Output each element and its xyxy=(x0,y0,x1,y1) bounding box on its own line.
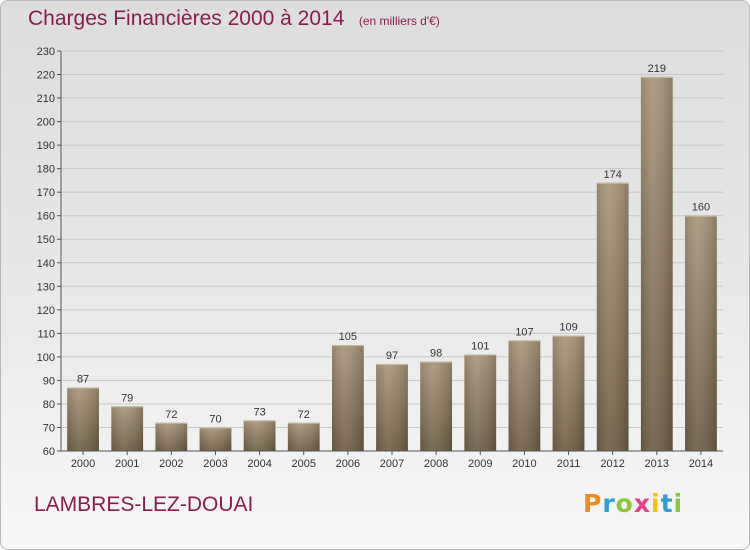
y-tick-label: 90 xyxy=(43,375,55,387)
value-label-2007: 97 xyxy=(386,350,398,362)
y-tick-label: 120 xyxy=(37,305,55,317)
x-tick-label-2010: 2010 xyxy=(512,458,536,470)
value-label-2006: 105 xyxy=(339,331,357,343)
x-tick-label-2000: 2000 xyxy=(71,458,95,470)
x-tick-label-2004: 2004 xyxy=(247,458,271,470)
x-tick-label-2002: 2002 xyxy=(159,458,183,470)
x-tick-label-2013: 2013 xyxy=(645,458,669,470)
value-label-2000: 87 xyxy=(77,373,89,385)
y-tick-label: 220 xyxy=(37,70,55,82)
x-tick-label-2014: 2014 xyxy=(689,458,713,470)
bar-shade-2009 xyxy=(464,354,497,451)
value-label-2002: 72 xyxy=(165,409,177,421)
value-label-2008: 98 xyxy=(430,348,442,360)
axes: 60 70 80 90 100 110 120 130 140 150 160 170 180 190 20… xyxy=(37,46,723,470)
bar-shade-2008 xyxy=(420,361,453,451)
x-tick-label-2007: 2007 xyxy=(380,458,404,470)
value-label-2003: 70 xyxy=(209,413,221,425)
y-tick-label: 170 xyxy=(37,187,55,199)
x-tick-label-2009: 2009 xyxy=(468,458,492,470)
x-tick-label-2012: 2012 xyxy=(600,458,624,470)
bar-shade-2012 xyxy=(596,182,629,451)
x-tick-label-2006: 2006 xyxy=(336,458,360,470)
x-tick-label-2003: 2003 xyxy=(203,458,227,470)
bar-shade-2001 xyxy=(111,406,144,451)
bars: 87 79 72 70 73 72 105 97 98 101 107 109 174 219 160 xyxy=(67,63,717,451)
value-label-2010: 107 xyxy=(515,326,533,338)
y-tick-label: 140 xyxy=(37,258,55,270)
y-tick-label: 80 xyxy=(43,399,55,411)
y-tick-label: 150 xyxy=(37,234,55,246)
x-tick-label-2011: 2011 xyxy=(557,458,581,470)
value-label-2009: 101 xyxy=(471,341,489,353)
bar-shade-2006 xyxy=(331,345,364,451)
value-label-2004: 73 xyxy=(253,406,265,418)
y-tick-label: 210 xyxy=(37,93,55,105)
bar-shade-2000 xyxy=(67,387,99,451)
value-label-2012: 174 xyxy=(603,169,621,181)
y-tick-label: 130 xyxy=(37,281,55,293)
logo-letter: i xyxy=(673,489,684,518)
chart-title-block: Charges Financières 2000 à 2014 (en mill… xyxy=(28,7,440,31)
bar-shade-2005 xyxy=(287,422,320,451)
y-tick-label: 190 xyxy=(37,140,55,152)
chart-title: Charges Financières 2000 à 2014 xyxy=(28,7,345,30)
logo-letter: x xyxy=(633,489,651,518)
y-tick-label: 60 xyxy=(43,446,55,458)
value-label-2011: 109 xyxy=(559,322,577,334)
bar-shade-2002 xyxy=(155,422,188,451)
logo-letter: P xyxy=(583,489,603,518)
logo-letter: r xyxy=(602,489,616,518)
bar-shade-2014 xyxy=(685,215,717,451)
value-label-2001: 79 xyxy=(121,392,133,404)
logo-letter: o xyxy=(615,489,634,518)
bar-shade-2003 xyxy=(199,427,232,451)
logo-letter: t xyxy=(660,489,674,518)
value-label-2013: 219 xyxy=(648,63,666,75)
logo-letter: i xyxy=(651,489,661,518)
y-tick-label: 200 xyxy=(37,117,55,129)
value-label-2005: 72 xyxy=(298,409,310,421)
y-tick-label: 160 xyxy=(37,211,55,223)
y-tick-label: 110 xyxy=(37,328,55,340)
y-tick-label: 230 xyxy=(37,46,55,58)
bar-shade-2007 xyxy=(376,363,408,451)
proxiti-logo: Proxiti xyxy=(583,489,683,518)
bar-shade-2013 xyxy=(640,76,673,451)
value-label-2014: 160 xyxy=(692,202,710,214)
bar-shade-2010 xyxy=(508,340,541,451)
x-tick-label-2008: 2008 xyxy=(424,458,448,470)
bar-shade-2004 xyxy=(243,420,276,451)
commune-name: LAMBRES-LEZ-DOUAI xyxy=(34,493,254,516)
x-tick-label-2005: 2005 xyxy=(291,458,315,470)
x-tick-label-2001: 2001 xyxy=(115,458,139,470)
y-tick-label: 180 xyxy=(37,164,55,176)
y-tick-label: 70 xyxy=(43,422,55,434)
y-tick-label: 100 xyxy=(37,352,55,364)
bar-shade-2011 xyxy=(552,335,585,451)
chart-subtitle: (en milliers d'€) xyxy=(358,14,440,28)
